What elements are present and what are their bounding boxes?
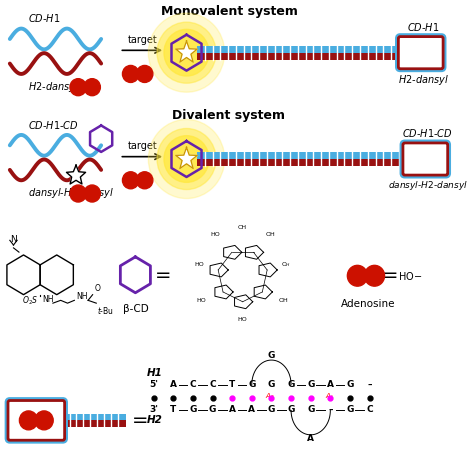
- Text: $A_I$: $A_I$: [325, 392, 333, 402]
- Circle shape: [84, 79, 100, 96]
- Text: G: G: [346, 381, 354, 390]
- Text: β-CD: β-CD: [122, 304, 148, 314]
- Text: $\it{CD}$-$\it{H1}$: $\it{CD}$-$\it{H1}$: [407, 21, 439, 33]
- FancyBboxPatch shape: [397, 35, 445, 71]
- Text: A: A: [228, 405, 236, 414]
- Text: CH: CH: [238, 226, 247, 230]
- Text: G: G: [287, 381, 295, 390]
- Circle shape: [35, 411, 53, 430]
- Text: G: G: [209, 405, 216, 414]
- Text: C: C: [366, 405, 373, 414]
- Text: C: C: [190, 381, 196, 390]
- Text: O$_{H}$: O$_{H}$: [281, 260, 291, 269]
- Text: HO: HO: [194, 262, 204, 267]
- Text: NH: NH: [42, 295, 54, 304]
- Text: T: T: [170, 405, 176, 414]
- Circle shape: [410, 151, 427, 167]
- Text: G: G: [346, 405, 354, 414]
- Text: N: N: [10, 235, 17, 244]
- Text: A: A: [170, 381, 177, 390]
- Text: T: T: [229, 381, 235, 390]
- Polygon shape: [176, 41, 197, 62]
- FancyArrow shape: [197, 152, 411, 159]
- Polygon shape: [66, 165, 86, 184]
- Text: G: G: [268, 381, 275, 390]
- Circle shape: [70, 79, 86, 96]
- Text: $\it{H2}$-$\it{dansyl}$: $\it{H2}$-$\it{dansyl}$: [398, 73, 448, 87]
- Circle shape: [84, 185, 100, 202]
- Text: A: A: [248, 405, 255, 414]
- Text: =: =: [382, 266, 398, 285]
- Text: G: G: [307, 381, 314, 390]
- Text: OH: OH: [279, 298, 289, 303]
- FancyArrow shape: [63, 420, 126, 427]
- Text: G: G: [268, 351, 275, 360]
- Text: Divalent system: Divalent system: [173, 109, 285, 122]
- Polygon shape: [176, 147, 197, 168]
- Text: HO: HO: [197, 298, 207, 303]
- Text: –: –: [367, 381, 372, 390]
- Text: =: =: [155, 266, 171, 285]
- Circle shape: [164, 136, 209, 182]
- Circle shape: [347, 265, 367, 286]
- Text: $A_{II}$: $A_{II}$: [265, 392, 275, 402]
- Circle shape: [19, 411, 37, 430]
- FancyBboxPatch shape: [6, 399, 66, 442]
- Text: $\it{dansyl}$-$\it{H2}$-$\it{dansyl}$: $\it{dansyl}$-$\it{H2}$-$\it{dansyl}$: [388, 179, 467, 192]
- Circle shape: [365, 265, 384, 286]
- Text: $\it{CD}$-$\it{H1}$-$\it{CD}$: $\it{CD}$-$\it{H1}$-$\it{CD}$: [28, 118, 79, 131]
- Text: target: target: [128, 141, 157, 151]
- FancyBboxPatch shape: [401, 141, 449, 177]
- Text: G: G: [287, 405, 295, 414]
- FancyArrow shape: [197, 159, 411, 166]
- Text: 5': 5': [149, 381, 158, 390]
- Text: HO$-$: HO$-$: [398, 270, 422, 282]
- Circle shape: [164, 29, 209, 76]
- Text: A: A: [327, 381, 334, 390]
- Text: OH: OH: [265, 232, 275, 237]
- Text: $\it{dansyl}$-$\it{H2}$-$\it{dansyl}$: $\it{dansyl}$-$\it{H2}$-$\it{dansyl}$: [28, 186, 114, 200]
- Text: G: G: [189, 405, 197, 414]
- Text: G: G: [248, 381, 255, 390]
- Circle shape: [148, 119, 225, 199]
- Text: Adenosine: Adenosine: [340, 300, 395, 310]
- Text: G: G: [307, 405, 314, 414]
- Text: =: =: [132, 411, 148, 430]
- Circle shape: [122, 172, 139, 189]
- Text: –: –: [328, 405, 333, 414]
- Text: HO: HO: [238, 317, 247, 322]
- Text: $\it{CD}$-$\it{H1}$: $\it{CD}$-$\it{H1}$: [28, 12, 61, 24]
- Circle shape: [70, 185, 86, 202]
- Text: $\it{t}$-Bu: $\it{t}$-Bu: [97, 305, 114, 316]
- Text: 3': 3': [149, 405, 158, 414]
- Text: H2: H2: [147, 415, 163, 425]
- FancyArrow shape: [197, 53, 407, 60]
- Text: Monovalent system: Monovalent system: [161, 5, 297, 18]
- Text: NH: NH: [77, 292, 88, 301]
- Text: G: G: [268, 405, 275, 414]
- Circle shape: [424, 151, 440, 167]
- Text: $\it{H2}$-$\it{dansyl}$: $\it{H2}$-$\it{dansyl}$: [28, 80, 79, 94]
- Circle shape: [406, 44, 422, 61]
- Text: A: A: [307, 434, 314, 443]
- Text: C: C: [209, 381, 216, 390]
- Text: O: O: [94, 284, 100, 293]
- FancyArrow shape: [63, 414, 126, 420]
- FancyArrow shape: [197, 46, 407, 53]
- Circle shape: [137, 65, 153, 82]
- Text: HO: HO: [210, 232, 220, 237]
- Text: H1: H1: [147, 368, 163, 378]
- Circle shape: [419, 44, 436, 61]
- Text: $\it{CD}$-$\it{H1}$-$\it{CD}$: $\it{CD}$-$\it{H1}$-$\it{CD}$: [402, 127, 453, 139]
- Circle shape: [157, 22, 216, 83]
- Circle shape: [122, 65, 139, 82]
- Circle shape: [148, 13, 225, 92]
- Circle shape: [157, 128, 216, 190]
- Circle shape: [137, 172, 153, 189]
- Text: target: target: [128, 35, 157, 45]
- Text: $O_2S$: $O_2S$: [22, 294, 38, 307]
